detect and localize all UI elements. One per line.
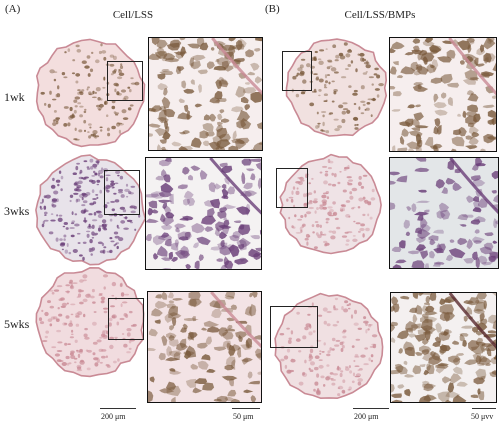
zoom-b-3wks: [389, 157, 499, 269]
overview-a-1wk: [30, 33, 150, 153]
panel-a-title: Cell/LSS: [112, 9, 154, 21]
magnification-box: [107, 61, 143, 101]
magnification-box: [270, 306, 318, 348]
magnification-box: [108, 298, 144, 340]
zoom-b-1wk: [389, 37, 497, 152]
zoom-b-5wks: [390, 292, 497, 403]
zoom-a-3wks: [145, 157, 262, 270]
panel-a-letter: (A): [5, 3, 21, 15]
overview-b-3wks: [276, 150, 386, 260]
overview-b-1wk: [282, 33, 392, 143]
scalebar-a-zoom-label: 50 μm: [233, 412, 254, 421]
scalebar-b-overview-label: 200 μm: [354, 412, 379, 421]
magnification-box: [104, 170, 140, 215]
row-label-3wks: 3wks: [4, 204, 30, 218]
scalebar-b-overview: [353, 408, 389, 409]
zoom-a-5wks: [147, 291, 262, 403]
overview-a-5wks: [30, 262, 150, 382]
overview-b-5wks: [270, 288, 388, 406]
row-label-1wk: 1wk: [4, 90, 25, 104]
magnification-box: [276, 168, 308, 208]
magnification-box: [282, 51, 312, 91]
panel-b-title: Cell/LSS/BMPs: [344, 9, 416, 21]
row-label-5wks: 5wks: [4, 317, 30, 331]
scalebar-a-overview: [100, 408, 136, 409]
scalebar-a-zoom: [232, 408, 260, 409]
scalebar-b-zoom: [472, 408, 496, 409]
scalebar-b-zoom-label: 50 μvv: [471, 412, 494, 421]
overview-a-3wks: [30, 150, 150, 270]
panel-b-letter: (B): [265, 3, 280, 15]
zoom-a-1wk: [148, 37, 263, 151]
scalebar-a-overview-label: 200 μm: [101, 412, 126, 421]
